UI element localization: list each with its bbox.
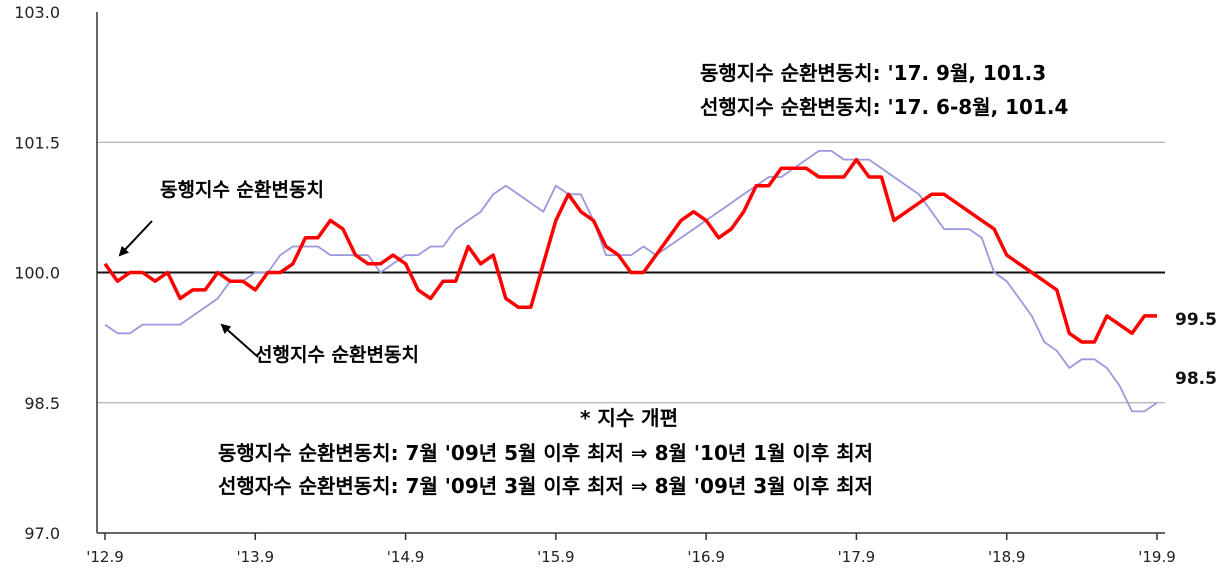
x-tick-label: '14.9: [387, 548, 425, 566]
y-tick-label: 103.0: [14, 3, 60, 22]
coincident-arrow-icon: [118, 220, 153, 257]
coincident-series-label: 동행지수 순환변동치: [160, 179, 324, 201]
x-tick-label: '15.9: [537, 548, 575, 566]
top-annotation-line-1: 동행지수 순환변동치: '17. 9월, 101.3: [700, 61, 1046, 85]
series-line-leading: [104, 149, 1158, 413]
series-line-coincident: [103, 157, 1157, 344]
x-tick-label: '17.9: [838, 548, 876, 566]
note-line-2: 선행자수 순환변동치: 7월 '09년 3월 이후 최저 ⇒ 8월 '09년 3…: [218, 474, 873, 498]
y-tick-labels: 103.0 101.5 100.0 98.5 97.0: [14, 3, 60, 543]
y-tick-label: 97.0: [24, 524, 60, 543]
y-tick-label: 100.0: [14, 264, 60, 283]
end-label-coincident: 99.5: [1175, 310, 1217, 330]
leading-arrow-icon: [220, 323, 259, 358]
x-tick-label: '18.9: [988, 548, 1026, 566]
end-label-leading: 98.5: [1175, 369, 1217, 389]
x-tick-label: '12.9: [86, 548, 124, 566]
x-tick-labels: '12.9 '13.9 '14.9 '15.9 '16.9 '17.9 '18.9 '19.9: [86, 533, 1176, 566]
leading-series-label: 선행지수 순환변동치: [255, 344, 419, 366]
series-lines: [103, 149, 1158, 413]
axes: [96, 12, 1165, 534]
x-tick-label: '16.9: [687, 548, 725, 566]
top-annotation-line-2: 선행지수 순환변동치: '17. 6-8월, 101.4: [700, 95, 1068, 119]
y-tick-label: 101.5: [14, 133, 60, 152]
x-tick-label: '13.9: [237, 548, 275, 566]
y-tick-label: 98.5: [24, 394, 60, 413]
note-title: * 지수 개편: [580, 406, 678, 430]
x-tick-label: '19.9: [1138, 548, 1176, 566]
note-line-1: 동행지수 순환변동치: 7월 '09년 5월 이후 최저 ⇒ 8월 '10년 1…: [218, 441, 873, 465]
